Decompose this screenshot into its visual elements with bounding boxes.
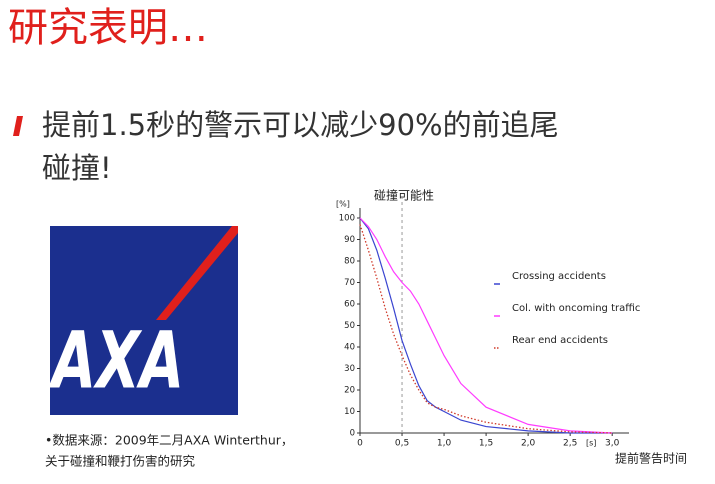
bullet-line: 提前1.5秒的警示可以减少90%的前追尾 [42, 108, 559, 142]
data-line [359, 217, 613, 434]
annotation: 碰撞可能性 [374, 188, 434, 203]
y-tick-label: 70 [344, 278, 355, 288]
y-tick-label: 90 [344, 235, 355, 245]
x-tick-label: 1,5 [479, 439, 493, 449]
logo-text: AXA [48, 316, 184, 406]
x-tick-label: 1,0 [437, 439, 452, 449]
bullet-mark [13, 116, 23, 136]
source-line: •数据来源：2009年二月AXA Winterthur， [45, 433, 293, 448]
x-tick-label: 3,0 [605, 439, 620, 449]
logo-slash [156, 226, 238, 320]
y-tick-label: 60 [344, 300, 355, 310]
y-tick-label: 100 [339, 214, 355, 224]
x-tick-label: 0,5 [395, 439, 409, 449]
bullet-line: 碰撞! [42, 151, 112, 185]
source-line: 关于碰撞和鞭打伤害的研究 [45, 454, 196, 469]
legend-label: Rear end accidents [512, 335, 608, 346]
data-line [359, 224, 613, 434]
x-tick-label: 0 [357, 439, 363, 449]
legend-label: Crossing accidents [512, 271, 606, 282]
y-tick-label: 40 [344, 343, 355, 353]
x-axis-label: [s] [586, 439, 596, 448]
y-tick-label: 10 [344, 407, 355, 417]
slide-title: 研究表明… [8, 5, 208, 51]
x-tick-label: 2,5 [563, 439, 577, 449]
y-tick-label: 30 [344, 364, 355, 374]
annotation: 提前警告时间 [615, 451, 687, 466]
chart: [%] 0 10 20 30 40 50 60 70 80 90 100 0 0,5 1,0 1,5 2,0 2,… [336, 188, 687, 466]
y-tick-label: 50 [344, 321, 355, 331]
y-axis-label: [%] [336, 200, 350, 209]
data-line [359, 217, 613, 434]
legend-label: Col. with oncoming traffic [512, 303, 640, 314]
y-tick-label: 0 [350, 429, 355, 439]
y-tick-label: 20 [344, 386, 355, 396]
y-tick-label: 80 [344, 257, 355, 267]
x-tick-label: 2,0 [521, 439, 536, 449]
